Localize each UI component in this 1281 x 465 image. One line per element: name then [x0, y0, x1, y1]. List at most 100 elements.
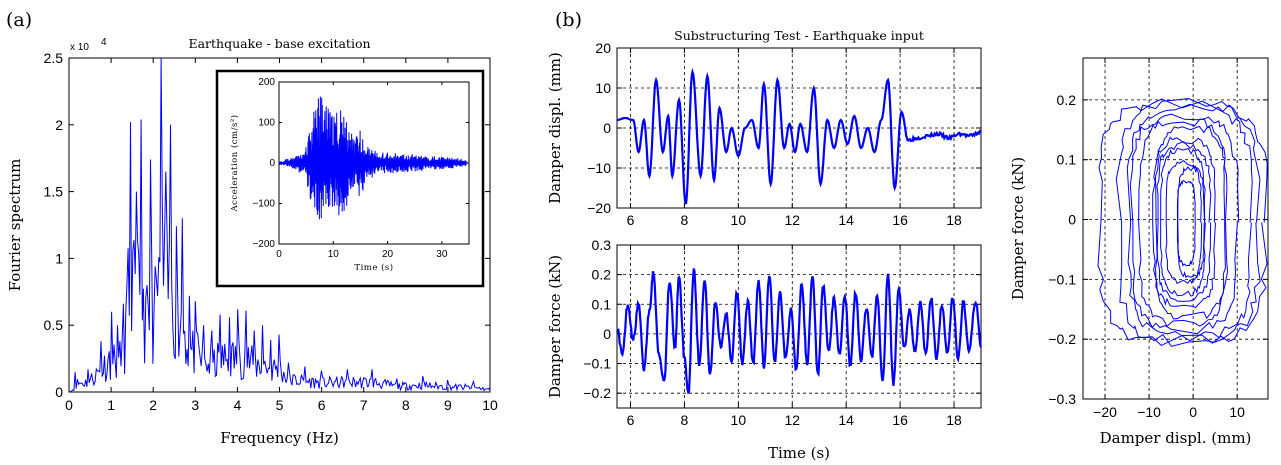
x-tick-label: 14: [838, 212, 854, 228]
hysteresis-loop: [1154, 125, 1226, 320]
plot-frame: [1082, 57, 1269, 400]
y-tick-label: −0.1: [1048, 271, 1076, 287]
y-tick-label: 1: [55, 250, 63, 266]
y-tick-label: 0: [603, 120, 611, 136]
y-tick-label: −0.2: [583, 385, 611, 401]
y-axis-label: Damper force (kN): [1009, 157, 1027, 300]
x-tick-label: 12: [784, 212, 800, 228]
acceleration-inset-chart: 0 10 20 30 −200 −100 0 100 200 Time (s) Accelerati…: [215, 69, 485, 288]
y-tick-label: 200: [258, 77, 275, 88]
x-tick-label: 6: [627, 412, 635, 428]
x-tick-label: 5: [276, 397, 284, 413]
y-tick-label: 2.5: [44, 50, 64, 66]
inset-x-axis-label: Time (s): [354, 262, 393, 273]
y-tick-label: 1.5: [44, 184, 64, 200]
y-tick-label: −0.2: [1048, 331, 1076, 347]
y-tick-label: 20: [595, 40, 611, 56]
x-tick-label: 2: [149, 397, 157, 413]
hysteresis-loop: [1115, 97, 1261, 347]
y-tick-label: 10: [595, 80, 611, 96]
x-axis-label: Time (s): [768, 444, 830, 462]
acceleration-line: [278, 96, 467, 220]
hysteresis-loop: [1165, 159, 1203, 285]
x-tick-label: 8: [681, 212, 689, 228]
chart-title: Substructuring Test - Earthquake input: [674, 28, 924, 43]
plot-frame: [68, 57, 491, 393]
x-tick-label: 6: [318, 397, 326, 413]
hysteresis-loop: [1152, 136, 1216, 308]
y-tick-label: 100: [258, 118, 275, 129]
displacement-line: [617, 67, 982, 205]
y-tick-label: 0.2: [592, 267, 612, 283]
x-tick-label: 10: [328, 249, 340, 260]
damper-displacement-chart: 6 8 10 12 14 16 18 −20 −10 0 10 20 Substructuring Te…: [546, 28, 982, 228]
x-tick-label: 18: [946, 412, 962, 428]
x-tick-label: 0: [65, 397, 73, 413]
x-tick-label: 3: [191, 397, 199, 413]
y-tick-label: 0: [1068, 212, 1076, 228]
hysteresis-loop: [1138, 118, 1229, 327]
y-tick-label: 0.3: [592, 237, 612, 253]
hysteresis-loop: [1097, 98, 1268, 346]
x-tick-label: 12: [784, 412, 800, 428]
x-tick-label: 4: [234, 397, 242, 413]
y-tick-label: 0: [269, 158, 275, 169]
y-tick-label: 0.1: [1057, 152, 1077, 168]
panel-label-b: (b): [555, 9, 582, 31]
hysteresis-loop: [1156, 141, 1212, 302]
y-tick-label: 0: [55, 384, 63, 400]
x-tick-label: 8: [681, 412, 689, 428]
y-tick-label: −0.3: [1048, 391, 1076, 407]
y-multiplier-exponent: 4: [101, 37, 107, 48]
x-tick-label: 10: [482, 397, 498, 413]
x-tick-label: −10: [1137, 404, 1161, 420]
y-axis-label: Damper displ. (mm): [546, 52, 564, 204]
plot-frame: [616, 244, 982, 409]
x-tick-label: 8: [402, 397, 410, 413]
y-multiplier: x 10: [70, 42, 89, 53]
y-tick-label: −20: [587, 200, 611, 216]
x-tick-label: 10: [1229, 404, 1245, 420]
hysteresis-loop: [1126, 103, 1253, 342]
hysteresis-loop: [1129, 113, 1240, 335]
x-tick-label: −20: [1093, 404, 1117, 420]
x-tick-label: 1: [107, 397, 115, 413]
x-tick-label: 6: [627, 212, 635, 228]
y-tick-label: 0.2: [1057, 92, 1077, 108]
y-tick-label: −0.1: [583, 356, 611, 372]
y-tick-label: 2: [55, 117, 63, 133]
x-tick-label: 18: [946, 212, 962, 228]
y-axis-label: Damper force (kN): [546, 255, 564, 398]
fourier-spectrum-line: [68, 57, 491, 393]
hysteresis-chart: −20 −10 0 10 −0.3 −0.2 −0.1 0 0.1 0.2 Damper displ…: [1009, 57, 1269, 447]
y-tick-label: −10: [587, 160, 611, 176]
inset-y-axis-label: Acceleration (cm/s²): [229, 114, 240, 212]
y-tick-label: −200: [252, 239, 275, 250]
y-tick-label: −100: [252, 199, 275, 210]
plot-frame: [616, 47, 982, 209]
y-tick-label: 0: [603, 326, 611, 342]
hysteresis-loop: [1176, 179, 1196, 267]
x-axis-label: Damper displ. (mm): [1100, 429, 1252, 447]
y-tick-label: 0.1: [592, 296, 612, 312]
x-tick-label: 10: [731, 412, 747, 428]
chart-title: Earthquake - base excitation: [188, 36, 370, 51]
x-tick-label: 14: [838, 412, 854, 428]
panel-label-a: (a): [6, 9, 32, 31]
y-axis-label: Fourier spectrum: [6, 159, 24, 292]
x-tick-label: 16: [892, 412, 908, 428]
x-tick-label: 20: [382, 249, 394, 260]
damper-force-chart: 6 8 10 12 14 16 18 −0.2 −0.1 0 0.1 0.2 0.3 Time (s) Da…: [546, 237, 983, 462]
x-tick-label: 9: [444, 397, 452, 413]
x-axis-label: Frequency (Hz): [220, 429, 339, 447]
x-tick-label: 10: [731, 212, 747, 228]
x-tick-label: 16: [892, 212, 908, 228]
hysteresis-loop: [1160, 147, 1206, 297]
x-tick-label: 30: [436, 249, 448, 260]
x-tick-label: 0: [1189, 404, 1197, 420]
x-tick-label: 0: [276, 249, 282, 260]
x-tick-label: 7: [360, 397, 368, 413]
force-line: [616, 268, 983, 394]
